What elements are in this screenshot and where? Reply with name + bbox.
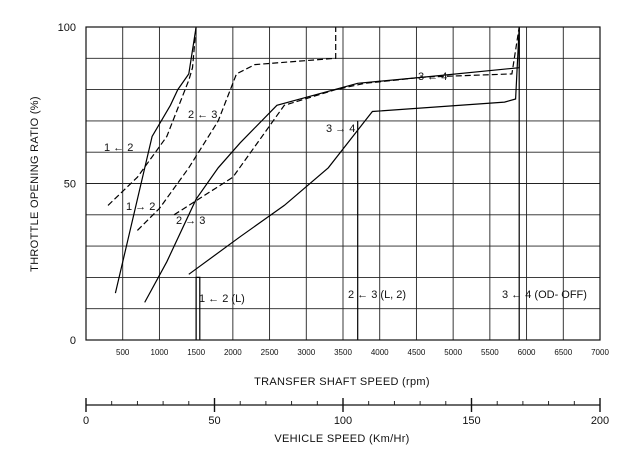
series-line-3 [136, 27, 337, 231]
x-tick-label: 6000 [518, 348, 536, 357]
y-tick-label: 0 [70, 335, 76, 347]
x-tick-label: 3000 [297, 348, 315, 357]
x-axis-label: TRANSFER SHAFT SPEED (rpm) [254, 376, 430, 388]
x-tick-label: 2000 [224, 348, 242, 357]
x-tick-label: 2500 [261, 348, 279, 357]
annotation-3-up-4: 3 → 4 [326, 123, 355, 135]
vehicle-speed-label: VEHICLE SPEED (Km/Hr) [274, 433, 409, 445]
y-tick-label: 100 [58, 22, 76, 34]
y-tick-labels: 0 50 100 [58, 22, 76, 347]
x-tick-label: 3500 [334, 348, 352, 357]
grid [86, 27, 600, 340]
annotations: 1 ← 2 1 → 2 2 ← 3 2 → 3 3 → 4 3 ← 4 1 ← … [104, 71, 587, 305]
series-line-6 [195, 276, 201, 340]
annotation-3-down-4: 3 ← 4 [418, 71, 447, 83]
series-line-4 [188, 26, 520, 275]
plot-frame [85, 26, 601, 341]
annotation-1-down-2-L: 1 ← 2 (L) [199, 293, 245, 305]
speed-tick-label: 150 [462, 415, 480, 427]
annotation-2-down-3: 2 ← 3 [188, 109, 217, 121]
x-tick-label: 4000 [371, 348, 389, 357]
annotation-2-down-3-L2: 2 ← 3 (L, 2) [348, 289, 406, 301]
vehicle-speed-axis: 0 50 100 150 200 [83, 398, 609, 427]
x-tick-labels: 500 1000 1500 2000 2500 3000 3500 4000 4500 5000 5… [116, 348, 609, 357]
speed-tick-label: 0 [83, 415, 89, 427]
annotation-1-up-2: 1 → 2 [126, 201, 155, 213]
annotation-3-down-4-od-off: 3 ← 4 (OD- OFF) [502, 289, 587, 301]
annotation-1-down-2: 1 ← 2 [104, 142, 133, 154]
series-line-2 [144, 27, 520, 303]
speed-tick-label: 50 [208, 415, 220, 427]
speed-tick-label: 200 [591, 415, 609, 427]
x-tick-label: 5500 [481, 348, 499, 357]
series-line-0 [114, 26, 197, 294]
series-layer [107, 26, 520, 340]
speed-tick-label: 100 [334, 415, 352, 427]
series-line-5 [173, 26, 520, 216]
x-tick-label: 7000 [591, 348, 609, 357]
x-tick-label: 4500 [408, 348, 426, 357]
x-tick-label: 1500 [187, 348, 205, 357]
x-tick-label: 500 [116, 348, 130, 357]
series-line-1 [107, 26, 197, 206]
x-tick-label: 6500 [554, 348, 572, 357]
x-tick-label: 5000 [444, 348, 462, 357]
y-tick-label: 50 [64, 179, 76, 191]
annotation-2-up-3: 2 → 3 [176, 215, 205, 227]
y-axis-label: THROTTLE OPENING RATIO (%) [29, 96, 41, 272]
x-tick-label: 1000 [151, 348, 169, 357]
